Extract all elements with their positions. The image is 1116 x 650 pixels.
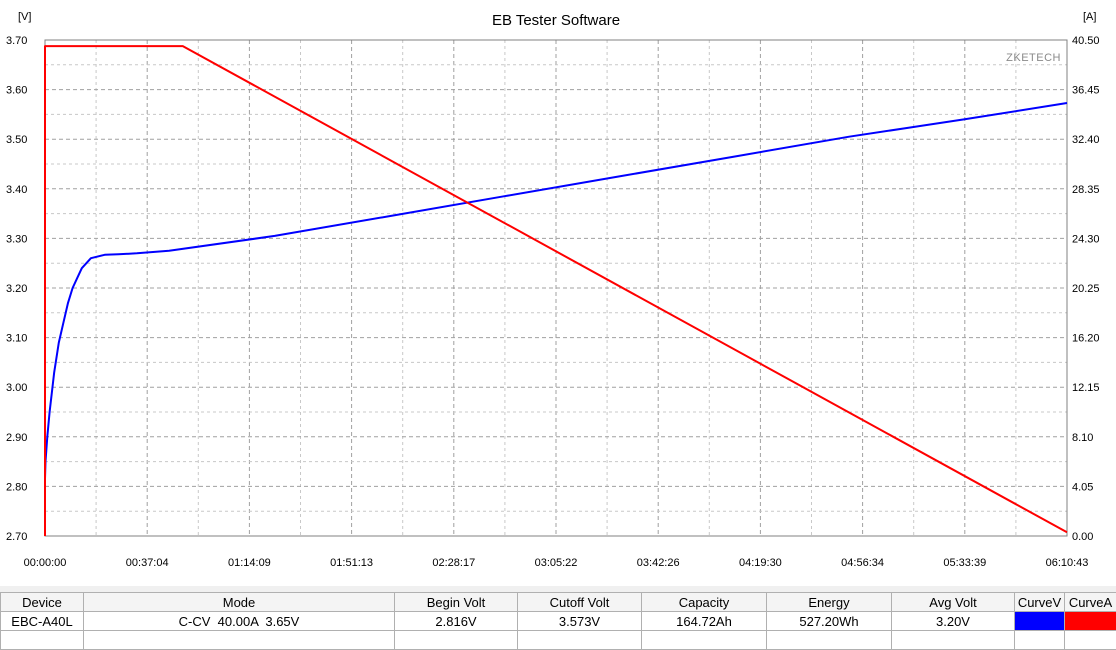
y-left-tick-label: 3.40 [6, 184, 27, 196]
curve-a-swatch[interactable] [1065, 612, 1116, 631]
x-tick-label: 02:28:17 [432, 557, 475, 569]
x-tick-label: 03:42:26 [637, 557, 680, 569]
y-right-tick-label: 16.20 [1072, 333, 1100, 345]
y-right-tick-label: 32.40 [1072, 134, 1100, 146]
curve-a-color[interactable] [1065, 612, 1116, 630]
x-tick-label: 00:37:04 [126, 557, 169, 569]
y-left-tick-label: 2.70 [6, 531, 27, 543]
header-mode: Mode [84, 593, 395, 612]
y-left-tick-label: 3.20 [6, 283, 27, 295]
header-cutoff-volt: Cutoff Volt [518, 593, 642, 612]
cell-device: EBC-A40L [1, 612, 84, 631]
x-tick-label: 05:33:39 [943, 557, 986, 569]
y-left-tick-label: 2.90 [6, 432, 27, 444]
zketech-watermark: ZKETECH [1006, 52, 1061, 64]
y-right-tick-label: 40.50 [1072, 35, 1100, 47]
empty-cell [1065, 631, 1116, 650]
header-curve-v: CurveV [1015, 593, 1065, 612]
empty-cell [395, 631, 518, 650]
cell-energy: 527.20Wh [767, 612, 892, 631]
header-curve-a: CurveA [1065, 593, 1116, 612]
cell-cutoff-volt: 3.573V [518, 612, 642, 631]
header-begin-volt: Begin Volt [395, 593, 518, 612]
chart-title: EB Tester Software [492, 12, 620, 29]
empty-cell [767, 631, 892, 650]
x-tick-label: 06:10:43 [1046, 557, 1089, 569]
grid-layer [45, 40, 1067, 536]
y-right-tick-label: 28.35 [1072, 184, 1100, 196]
empty-cell [84, 631, 395, 650]
y-right-tick-label: 36.45 [1072, 85, 1100, 97]
empty-cell [1, 631, 84, 650]
x-tick-label: 04:19:30 [739, 557, 782, 569]
cell-avg-volt: 3.20V [892, 612, 1015, 631]
cell-mode: C-CV 40.00A 3.65V [84, 612, 395, 631]
chart-svg: EB Tester Software [V] [A] ZKETECH 00:00… [0, 0, 1116, 586]
y-right-tick-label: 12.15 [1072, 382, 1100, 394]
y-right-tick-label: 24.30 [1072, 233, 1100, 245]
chart-area: EB Tester Software [V] [A] ZKETECH 00:00… [0, 0, 1116, 586]
header-avg-volt: Avg Volt [892, 593, 1015, 612]
y-left-tick-label: 3.10 [6, 333, 27, 345]
y-left-tick-label: 3.30 [6, 233, 27, 245]
summary-empty-row [1, 631, 1116, 650]
y-left-tick-label: 3.60 [6, 85, 27, 97]
y-left-unit-label: [V] [18, 11, 31, 23]
cell-begin-volt: 2.816V [395, 612, 518, 631]
x-tick-label: 01:14:09 [228, 557, 271, 569]
empty-cell [518, 631, 642, 650]
y-left-tick-label: 3.50 [6, 134, 27, 146]
tick-layer: 00:00:00 00:37:04 01:14:09 01:51:13 02:28:17… [6, 35, 1100, 569]
y-right-tick-label: 4.05 [1072, 481, 1093, 493]
summary-header-row: Device Mode Begin Volt Cutoff Volt Capac… [1, 593, 1116, 612]
x-tick-label: 00:00:00 [24, 557, 67, 569]
empty-cell [892, 631, 1015, 650]
x-tick-label: 01:51:13 [330, 557, 373, 569]
empty-cell [642, 631, 767, 650]
header-capacity: Capacity [642, 593, 767, 612]
curve-v-color[interactable] [1015, 612, 1064, 630]
y-right-tick-label: 0.00 [1072, 531, 1093, 543]
curve-v-swatch[interactable] [1015, 612, 1065, 631]
cell-capacity: 164.72Ah [642, 612, 767, 631]
header-device: Device [1, 593, 84, 612]
empty-cell [1015, 631, 1065, 650]
y-right-tick-label: 20.25 [1072, 283, 1100, 295]
y-right-unit-label: [A] [1083, 11, 1096, 23]
x-tick-label: 04:56:34 [841, 557, 884, 569]
y-left-tick-label: 3.00 [6, 382, 27, 394]
summary-data-row[interactable]: EBC-A40L C-CV 40.00A 3.65V 2.816V 3.573V… [1, 612, 1116, 631]
summary-table: Device Mode Begin Volt Cutoff Volt Capac… [0, 592, 1116, 650]
header-energy: Energy [767, 593, 892, 612]
x-tick-label: 03:05:22 [535, 557, 578, 569]
y-left-tick-label: 2.80 [6, 481, 27, 493]
y-right-tick-label: 8.10 [1072, 432, 1093, 444]
y-left-tick-label: 3.70 [6, 35, 27, 47]
